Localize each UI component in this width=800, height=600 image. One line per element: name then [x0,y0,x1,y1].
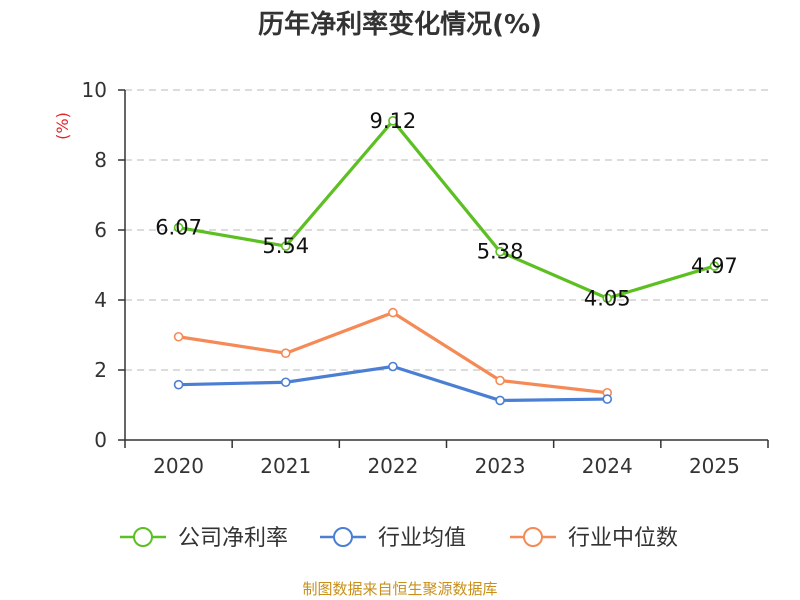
grid-lines [125,89,768,371]
axes: 0 2 4 6 8 10 2020 2021 2022 2023 2024 2025 [82,78,769,478]
data-label-2021: 5.54 [262,234,309,258]
series-line-0 [178,119,715,300]
legend[interactable]: 公司净利率 行业均值 行业中位数 [120,526,678,551]
data-point-s0-2024 [602,293,613,304]
data-point-s2-2023 [495,375,505,386]
data-label-2022: 9.12 [370,109,417,133]
data-point-s2-2021 [280,348,291,359]
data-point-s0-2021 [280,241,291,251]
data-point-s2-2020 [173,331,184,342]
x-tick-label-2022: 2022 [367,454,418,478]
y-tick-label-2: 2 [94,358,107,382]
legend-item-1[interactable]: 行业均值 [320,526,466,551]
source-note: 制图数据来自恒生聚源数据库 [302,580,497,598]
y-tick-label-10: 10 [82,78,107,102]
legend-marker-icon-0 [133,527,153,547]
data-label-2023: 5.38 [477,240,524,264]
legend-item-2[interactable]: 行业中位数 [510,526,678,551]
legend-item-0[interactable]: 公司净利率 [120,526,288,551]
y-tick-label-4: 4 [94,288,107,312]
data-point-s0-2022 [388,116,398,126]
data-point-s1-2023 [495,395,505,406]
data-label-2025: 4.97 [691,254,738,278]
x-tick-label-2021: 2021 [260,454,311,478]
y-axis-unit-label: (%) [53,112,72,140]
x-tick-label-2025: 2025 [689,454,740,478]
series-lines [173,116,720,406]
data-point-s0-2025 [709,261,720,271]
data-label-2024: 4.05 [584,286,631,310]
x-tick-label-2023: 2023 [475,454,526,478]
y-tick-label-6: 6 [94,218,107,242]
legend-label-2: 行业中位数 [568,526,678,551]
data-point-s2-2022 [388,307,398,318]
y-tick-label-8: 8 [94,148,107,172]
data-labels: 6.07 5.54 9.12 5.38 4.05 4.97 [155,109,738,310]
data-point-s1-2022 [388,361,398,372]
y-tick-label-0: 0 [94,428,107,452]
legend-marker-icon-1 [333,527,353,547]
legend-marker-icon-2 [523,527,543,547]
series-line-2 [178,311,608,395]
data-point-s1-2020 [173,379,184,390]
series-line-1 [178,364,608,403]
data-point-s1-2021 [280,377,291,388]
x-tick-label-2020: 2020 [153,454,204,478]
x-tick-label-2024: 2024 [582,454,633,478]
legend-label-1: 行业均值 [378,526,466,551]
data-point-s0-2020 [173,222,184,233]
data-point-s1-2024 [602,394,613,404]
data-point-s0-2023 [495,246,505,257]
data-label-2020: 6.07 [155,216,202,240]
chart-title: 历年净利率变化情况(%) [258,9,542,40]
legend-label-0: 公司净利率 [178,526,288,551]
